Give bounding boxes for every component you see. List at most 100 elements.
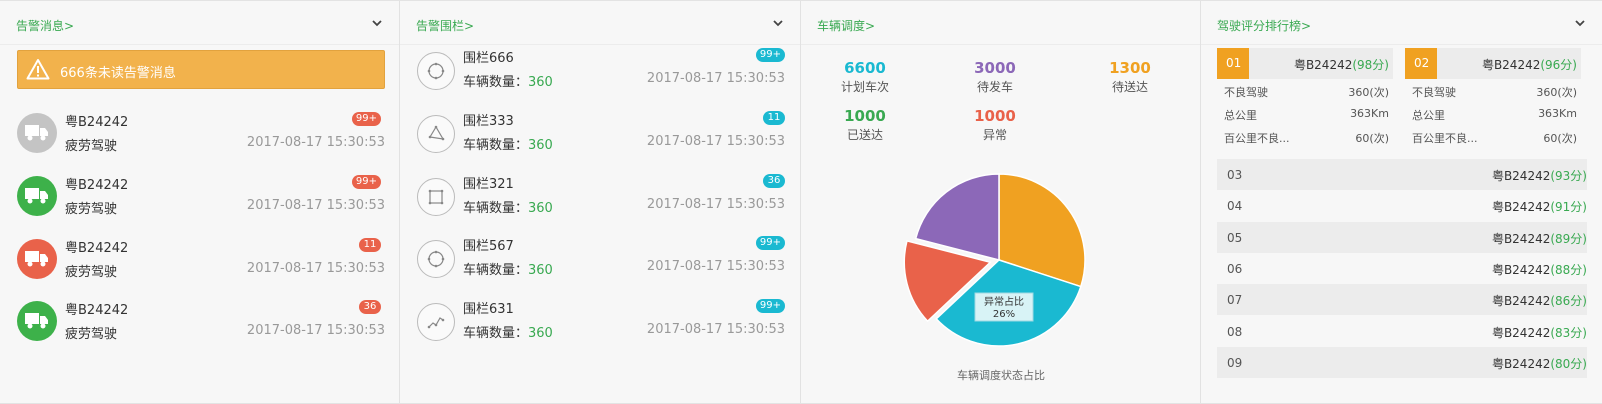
alarm-messages-title[interactable]: 告警消息> [16, 19, 75, 33]
dispatch-stat[interactable]: 1000 异常 [950, 107, 1040, 143]
alarm-count-badge: 11 [359, 238, 381, 252]
rank-number: 05 [1227, 230, 1243, 245]
pie-slice[interactable] [998, 173, 1086, 288]
truck-icon [17, 239, 57, 279]
fence-name: 围栏333 [463, 114, 514, 129]
alarm-count-badge: 36 [359, 300, 381, 314]
fence-name: 围栏321 [463, 177, 514, 192]
ranking-plate: 粤B24242(89分) [1492, 230, 1587, 247]
detail-value: 60(次) [1355, 132, 1389, 145]
route-fence-icon [417, 303, 455, 341]
ranking-plate: 粤B24242(98分) [1294, 56, 1389, 73]
detail-label: 不良驾驶 [1224, 86, 1268, 99]
ranking-detail-row: 总公里 363Km [1217, 102, 1393, 125]
detail-value: 360(次) [1536, 86, 1577, 99]
stat-value: 1000 [974, 107, 1016, 125]
stat-value: 6600 [844, 59, 886, 77]
plate-text: 粤B24242 [1491, 325, 1551, 340]
plate-text: 粤B24242 [1491, 169, 1551, 183]
tooltip-value: 26% [993, 309, 1015, 320]
ranking-detail-row: 总公里 363Km [1405, 102, 1581, 125]
alarm-item[interactable]: 粤B24242 疲劳驾驶 11 2017-08-17 15:30:53 [17, 233, 385, 285]
alarm-time: 2017-08-17 15:30:53 [246, 135, 385, 150]
fence-count-badge: 36 [763, 174, 785, 188]
dispatch-stat[interactable]: 1300 待送达 [1085, 59, 1175, 95]
alarm-messages-header: 告警消息> [0, 1, 399, 45]
alarm-item[interactable]: 粤B24242 疲劳驾驶 99+ 2017-08-17 15:30:53 [17, 107, 385, 159]
vehicle-count: 车辆数量：360 [463, 259, 553, 278]
rectangle-fence-icon [417, 178, 455, 216]
score-text: (89分) [1550, 231, 1587, 246]
ranking-plate: 粤B24242(91分) [1492, 198, 1587, 215]
vehicle-plate: 粤B24242 [65, 303, 129, 318]
alarm-fences-header: 告警围栏> [400, 1, 800, 45]
ranking-list-row[interactable]: 08 粤B24242(83分) [1217, 316, 1587, 347]
dispatch-stat[interactable]: 1000 已送达 [820, 107, 910, 143]
ranking-top-card[interactable]: 01 粤B24242(98分) 不良驾驶 360(次) 总公里 363Km 百公里不良...… [1217, 48, 1393, 148]
chevron-down-icon[interactable] [772, 17, 784, 29]
vehicle-plate: 粤B24242 [65, 115, 129, 130]
stat-label: 已送达 [846, 128, 883, 142]
ranking-detail-row: 百公里不良... 60(次) [1217, 125, 1393, 148]
score-text: (96分) [1540, 58, 1577, 72]
pie-slice[interactable] [914, 173, 1000, 261]
stat-value: 1000 [844, 107, 886, 125]
fence-item[interactable]: 围栏567 车辆数量：360 99+ 2017-08-17 15:30:53 [417, 235, 785, 287]
alarm-fences-title[interactable]: 告警围栏> [416, 19, 475, 33]
ranking-list-row[interactable]: 03 粤B24242(93分) [1217, 159, 1587, 190]
unread-alarm-banner[interactable]: 666条未读告警消息 [17, 50, 385, 89]
circle-fence-icon [417, 240, 455, 278]
vehicle-plate: 粤B24242 [65, 241, 129, 256]
stat-value: 3000 [974, 59, 1016, 77]
ranking-list-row[interactable]: 09 粤B24242(80分) [1217, 346, 1587, 378]
detail-label: 不良驾驶 [1412, 86, 1456, 99]
score-text: (93分) [1550, 169, 1587, 183]
fence-time: 2017-08-17 15:30:53 [646, 134, 785, 149]
vehicle-count-label: 车辆数量： [463, 263, 529, 278]
fence-time: 2017-08-17 15:30:53 [646, 71, 785, 86]
rank-number: 02 [1405, 48, 1437, 79]
fence-item[interactable]: 围栏321 车辆数量：360 36 2017-08-17 15:30:53 [417, 173, 785, 225]
ranking-list-row[interactable]: 07 粤B24242(86分) [1217, 284, 1587, 316]
fence-count-badge: 99+ [755, 299, 785, 313]
dispatch-stat[interactable]: 3000 待发车 [950, 59, 1040, 95]
stat-label: 待送达 [1111, 80, 1148, 94]
stat-label: 异常 [982, 128, 1007, 142]
alarm-item[interactable]: 粤B24242 疲劳驾驶 99+ 2017-08-17 15:30:53 [17, 170, 385, 222]
vehicle-dispatch-header: 车辆调度> [801, 1, 1200, 45]
chevron-down-icon[interactable] [1574, 17, 1586, 29]
rank-number: 09 [1227, 355, 1243, 370]
alarm-type: 疲劳驾驶 [65, 265, 118, 280]
ranking-list-row[interactable]: 04 粤B24242(91分) [1217, 190, 1587, 221]
tooltip-box [974, 292, 1034, 322]
score-text: (91分) [1550, 200, 1587, 215]
ranking-top-card[interactable]: 02 粤B24242(96分) 不良驾驶 360(次) 总公里 363Km 百公里不良...… [1405, 48, 1581, 148]
polygon-fence-icon [417, 115, 455, 153]
stat-value: 1300 [1109, 59, 1151, 77]
alarm-item[interactable]: 粤B24242 疲劳驾驶 36 2017-08-17 15:30:53 [17, 295, 385, 347]
fence-item[interactable]: 围栏631 车辆数量：360 99+ 2017-08-17 15:30:53 [417, 298, 785, 350]
ranking-list-row[interactable]: 05 粤B24242(89分) [1217, 221, 1587, 253]
score-text: (80分) [1550, 356, 1587, 371]
pie-slice[interactable] [903, 239, 992, 323]
ranking-card-header: 01 粤B24242(98分) [1217, 48, 1393, 79]
fence-count-badge: 99+ [755, 236, 785, 250]
fence-item[interactable]: 围栏333 车辆数量：360 11 2017-08-17 15:30:53 [417, 110, 785, 162]
dispatch-stat[interactable]: 6600 计划车次 [820, 59, 910, 95]
alarm-type: 疲劳驾驶 [65, 139, 118, 154]
ranking-plate: 粤B24242(93分) [1492, 167, 1587, 184]
vehicle-count-label: 车辆数量： [463, 201, 529, 216]
vehicle-dispatch-title[interactable]: 车辆调度> [817, 19, 876, 33]
vehicle-count-value: 360 [528, 201, 553, 216]
fence-time: 2017-08-17 15:30:53 [646, 259, 785, 274]
ranking-title[interactable]: 驾驶评分排行榜> [1217, 19, 1312, 33]
truck-icon [17, 176, 57, 216]
chevron-down-icon[interactable] [371, 17, 383, 29]
stat-label: 计划车次 [840, 80, 889, 94]
rank-number: 06 [1227, 261, 1243, 276]
fence-item[interactable]: 围栏666 车辆数量：360 99+ 2017-08-17 15:30:53 [417, 47, 785, 99]
ranking-list-row[interactable]: 06 粤B24242(88分) [1217, 253, 1587, 284]
score-text: (98分) [1352, 58, 1389, 72]
rank-number: 08 [1227, 324, 1243, 339]
